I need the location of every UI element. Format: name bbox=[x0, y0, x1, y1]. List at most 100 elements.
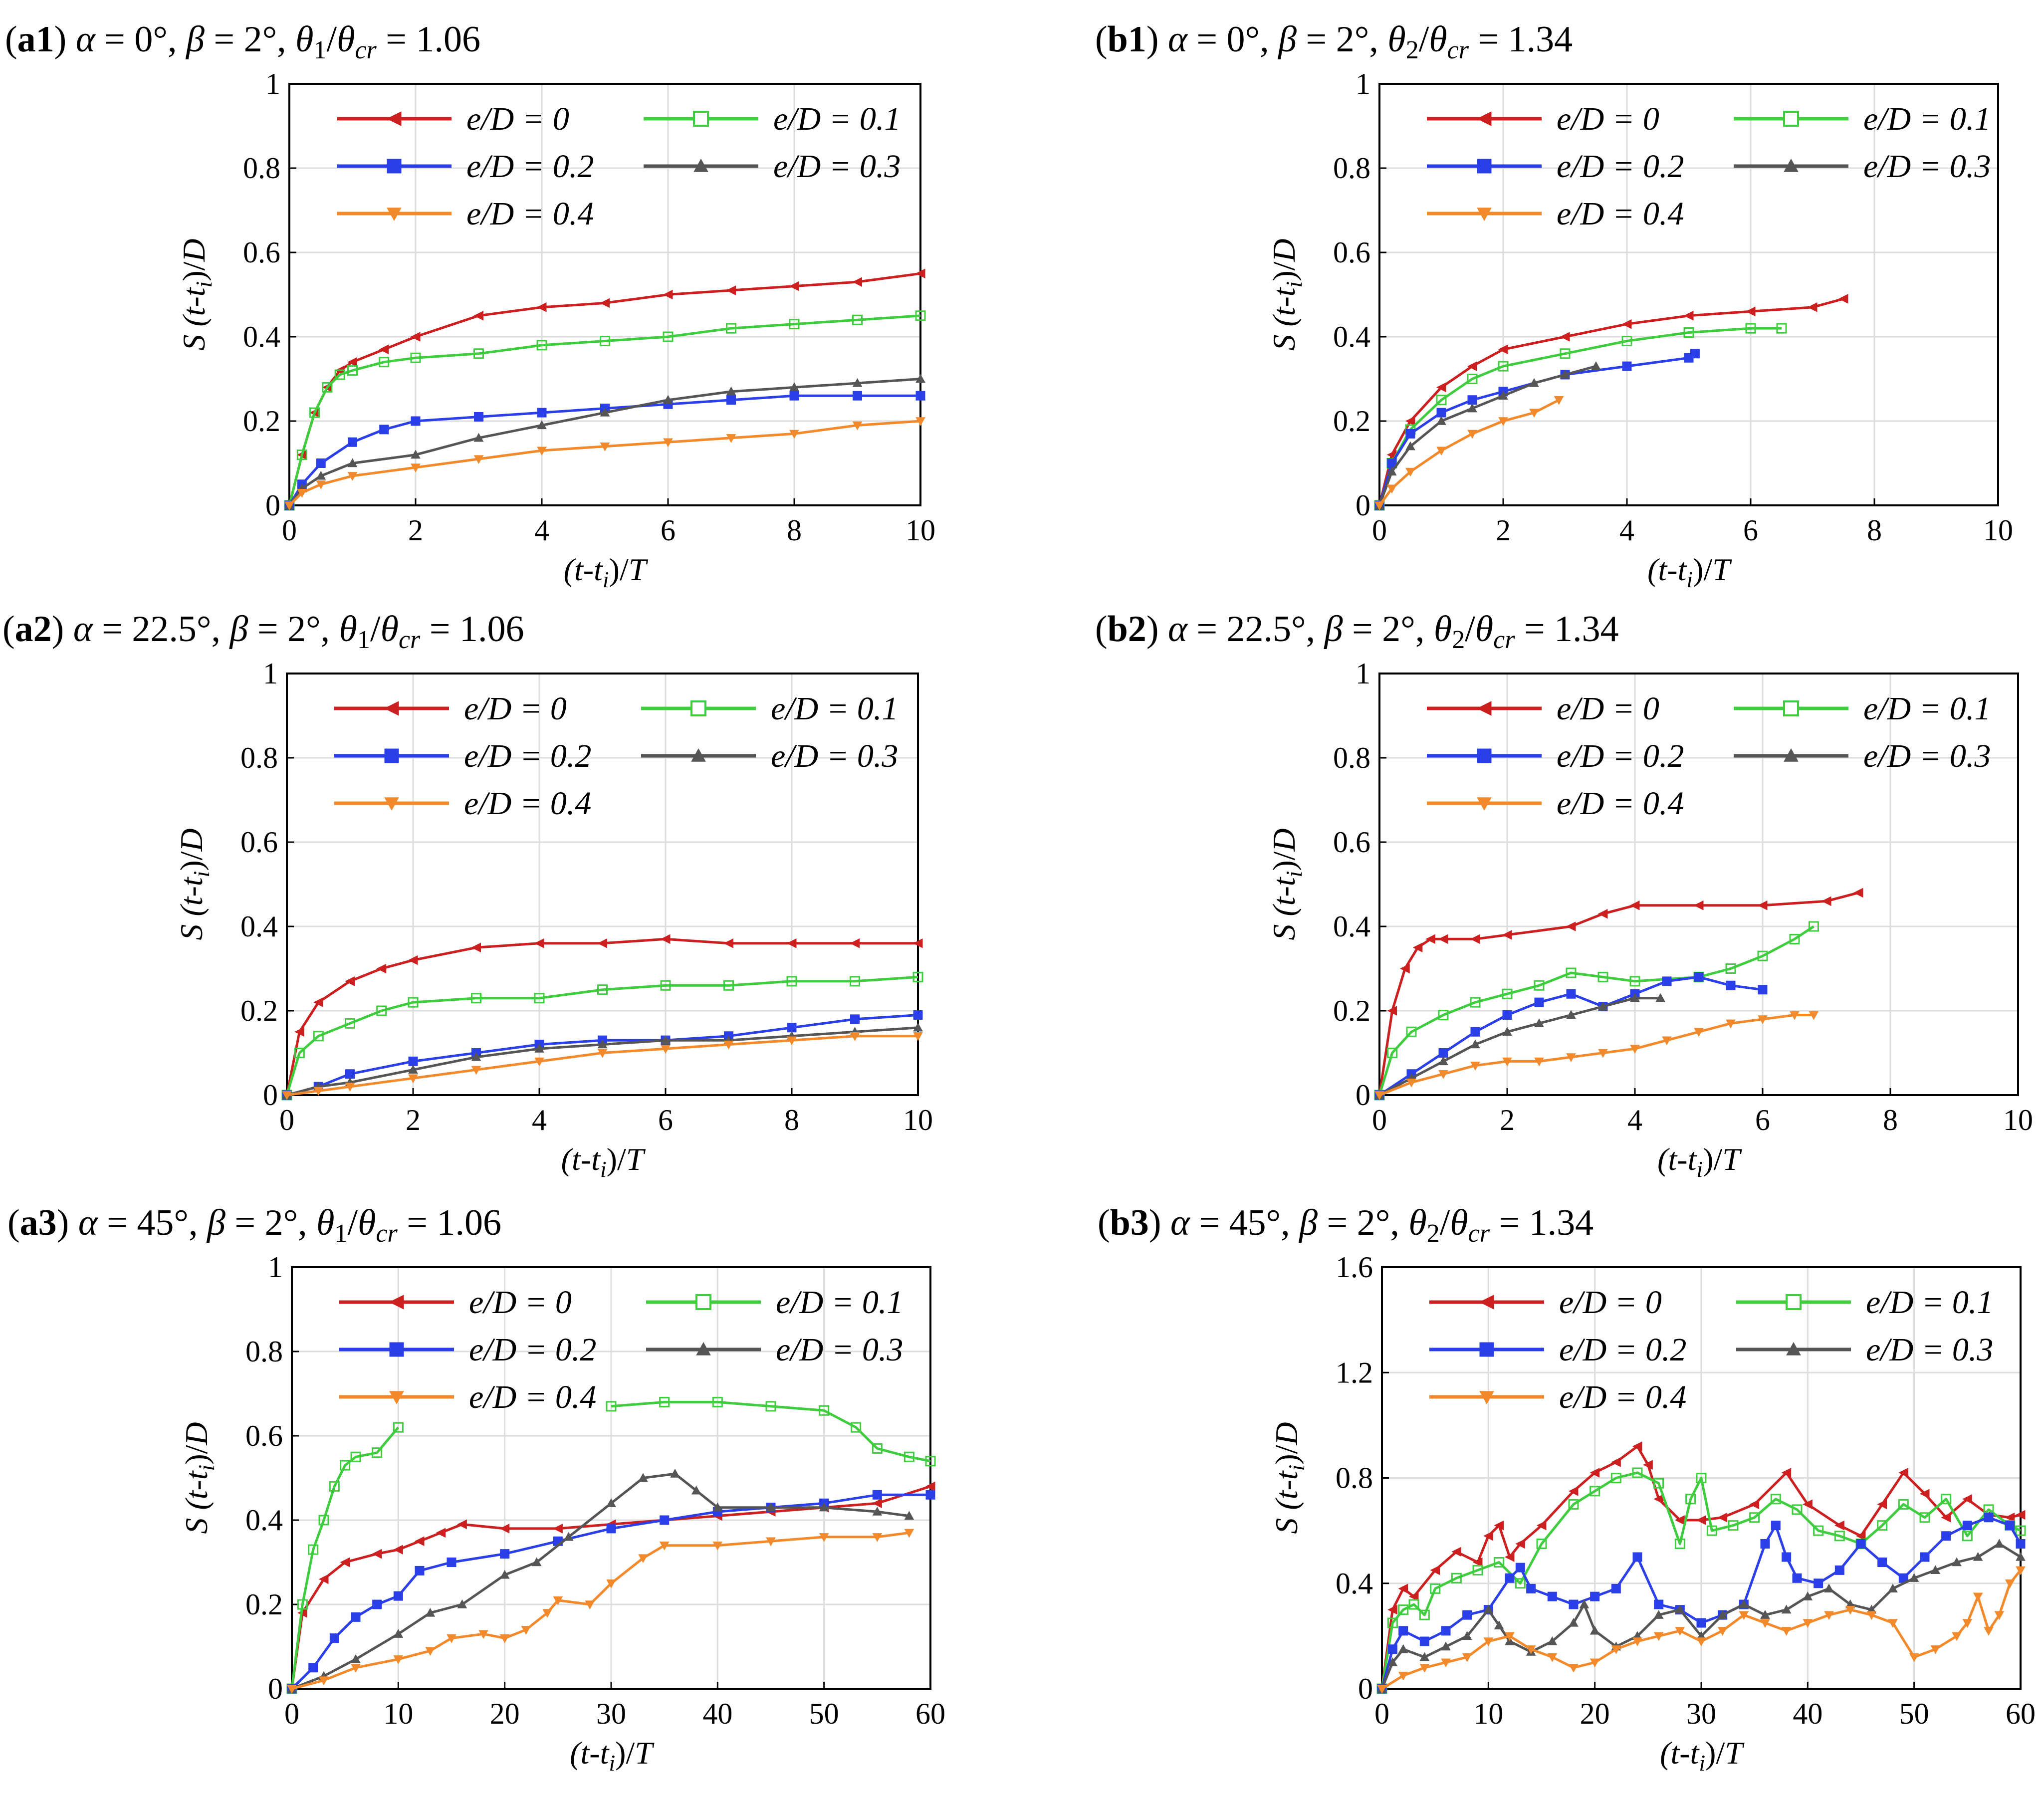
y-tick-label: 0.2 bbox=[243, 405, 280, 438]
data-point bbox=[1470, 1027, 1480, 1037]
legend-item: e/D = 0.4 bbox=[339, 1379, 596, 1415]
data-point bbox=[297, 488, 307, 498]
series-line bbox=[1374, 1011, 1819, 1101]
legend-marker bbox=[1476, 111, 1492, 126]
data-point bbox=[925, 1481, 935, 1492]
series-line bbox=[286, 1422, 404, 1694]
legend-label: e/D = 0.4 bbox=[1557, 785, 1684, 822]
panel-a2: (a2) α = 22.5°, β = 2°, θ1/θcr = 1.06 0 2 4… bbox=[2, 609, 933, 1182]
data-point bbox=[600, 335, 610, 346]
x-tick-label: 10 bbox=[1473, 1697, 1503, 1730]
data-point bbox=[1438, 1056, 1448, 1066]
data-point bbox=[1611, 1645, 1621, 1654]
data-point bbox=[1386, 466, 1397, 476]
data-point bbox=[1568, 1486, 1579, 1496]
data-point bbox=[372, 1599, 382, 1609]
data-point bbox=[606, 1524, 616, 1534]
data-point bbox=[1994, 1539, 2005, 1548]
y-tick-label: 0.2 bbox=[1333, 994, 1370, 1027]
x-tick-label: 4 bbox=[1627, 1104, 1642, 1136]
data-point bbox=[597, 938, 607, 948]
data-point bbox=[499, 1634, 510, 1643]
legend-item: e/D = 0 bbox=[1429, 1284, 1662, 1321]
x-tick-label: 0 bbox=[279, 1104, 294, 1136]
data-point bbox=[850, 1032, 860, 1041]
data-point bbox=[765, 1401, 776, 1412]
data-point bbox=[1809, 1011, 1819, 1020]
data-point bbox=[1952, 1557, 1962, 1567]
data-point bbox=[1529, 378, 1539, 387]
data-point bbox=[712, 1396, 723, 1407]
data-point bbox=[350, 1451, 361, 1462]
data-point bbox=[345, 1069, 355, 1079]
data-point bbox=[1725, 963, 1736, 974]
x-tick-label: 0 bbox=[1372, 514, 1387, 547]
data-point bbox=[1579, 1599, 1590, 1608]
data-point bbox=[294, 1027, 304, 1037]
data-point bbox=[1984, 1513, 1994, 1523]
data-point bbox=[425, 1647, 436, 1656]
x-tick-label: 8 bbox=[1883, 1104, 1898, 1136]
data-point bbox=[819, 1533, 829, 1542]
data-point bbox=[473, 455, 484, 464]
data-point bbox=[1387, 1604, 1397, 1615]
data-point bbox=[1909, 1653, 1919, 1662]
legend: e/D = 0 e/D = 0.1 e/D = 0.2 e/D = 0.3 e/D = … bbox=[1427, 690, 1991, 822]
legend-marker bbox=[1786, 1342, 1801, 1355]
data-point bbox=[1696, 1618, 1706, 1628]
data-point bbox=[531, 1557, 542, 1567]
data-point bbox=[1610, 1473, 1621, 1483]
data-point bbox=[1467, 395, 1477, 405]
legend-label: e/D = 0.3 bbox=[1863, 738, 1991, 774]
data-point bbox=[1504, 1552, 1515, 1562]
data-point bbox=[1696, 1637, 1706, 1646]
data-point bbox=[411, 416, 421, 426]
data-point bbox=[766, 1502, 776, 1512]
x-tick-label: 0 bbox=[1372, 1104, 1387, 1136]
x-axis-label: (t-ti)/T bbox=[570, 1735, 655, 1776]
y-axis-label: S (t-ti)/D bbox=[1269, 1422, 1309, 1534]
data-point bbox=[1690, 349, 1700, 359]
series-line bbox=[1374, 888, 1863, 1100]
data-point bbox=[471, 1052, 481, 1061]
legend-label: e/D = 0.3 bbox=[1866, 1332, 1993, 1368]
data-point bbox=[1683, 327, 1694, 338]
x-tick-label: 2 bbox=[1500, 1104, 1515, 1136]
data-point bbox=[1749, 1499, 1760, 1510]
panel-title: (a2) α = 22.5°, β = 2°, θ1/θcr = 1.06 bbox=[2, 609, 524, 654]
panel-title: (a3) α = 45°, β = 2°, θ1/θcr = 1.06 bbox=[7, 1202, 501, 1248]
legend-item: e/D = 0.2 bbox=[337, 148, 594, 185]
data-point bbox=[1941, 1531, 1951, 1541]
y-axis-label: S (t-ti)/D bbox=[174, 828, 214, 940]
data-point bbox=[1739, 1599, 1749, 1608]
data-point bbox=[536, 340, 547, 351]
legend-marker bbox=[389, 1295, 404, 1310]
data-point bbox=[2005, 1521, 2015, 1531]
series-path bbox=[285, 975, 918, 1096]
data-point bbox=[660, 934, 671, 944]
data-point bbox=[913, 1010, 923, 1020]
data-point bbox=[600, 298, 610, 308]
data-point bbox=[1483, 1637, 1494, 1646]
data-point bbox=[347, 365, 358, 376]
x-tick-label: 40 bbox=[702, 1697, 732, 1730]
data-point bbox=[1726, 1019, 1736, 1029]
data-point bbox=[1771, 1521, 1781, 1531]
data-point bbox=[1683, 310, 1694, 321]
data-point bbox=[372, 1549, 382, 1559]
series-path bbox=[290, 1485, 931, 1689]
data-point bbox=[1941, 1512, 1951, 1523]
legend-marker bbox=[1477, 748, 1492, 763]
data-point bbox=[1498, 417, 1508, 427]
data-point bbox=[1441, 1658, 1451, 1668]
data-point bbox=[1807, 302, 1817, 312]
data-point bbox=[872, 1498, 882, 1509]
x-axis-label: (t-ti)/T bbox=[1647, 552, 1732, 592]
data-point bbox=[329, 1633, 339, 1643]
data-point bbox=[393, 1655, 404, 1664]
data-point bbox=[1566, 921, 1576, 931]
data-point bbox=[851, 1422, 862, 1433]
data-point bbox=[411, 463, 421, 472]
data-point bbox=[1554, 396, 1564, 405]
data-point bbox=[1622, 361, 1632, 371]
